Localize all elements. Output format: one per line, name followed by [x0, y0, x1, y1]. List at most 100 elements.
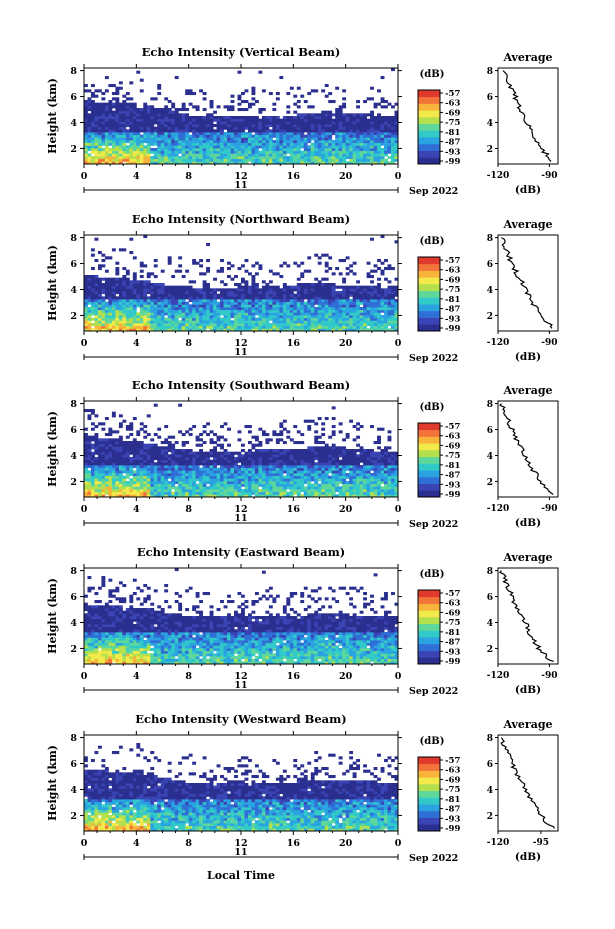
heat-cell [174, 116, 179, 120]
heat-cell [178, 494, 183, 498]
heat-cell [101, 309, 106, 313]
heat-cell [150, 129, 155, 133]
heat-cell [384, 148, 388, 152]
heat-cell [289, 320, 294, 324]
heat-cell [188, 304, 193, 308]
heat-cell [384, 132, 388, 136]
heat-cell [132, 291, 137, 295]
heat-cell [216, 494, 221, 498]
heat-cell [108, 441, 113, 445]
heat-cell [195, 134, 200, 138]
heat-cell [129, 307, 134, 311]
heat-cell [241, 121, 245, 125]
heat-cell [300, 137, 305, 141]
heat-cell [94, 459, 99, 463]
heat-cell [160, 299, 165, 303]
heat-cell [181, 328, 186, 332]
heat-cell [143, 315, 148, 319]
heat-cell [373, 301, 378, 305]
heat-cell [300, 158, 305, 162]
heat-cell [307, 304, 312, 308]
heat-cell [307, 293, 312, 297]
y-tick-label: 6 [70, 92, 77, 103]
heat-cell [118, 291, 123, 295]
heat-cell [258, 451, 263, 455]
heat-cell [178, 451, 183, 455]
heat-cell [296, 328, 301, 332]
heat-cell [143, 121, 148, 125]
heat-cell [160, 142, 165, 146]
heat-cell [303, 320, 308, 324]
heat-cell [296, 296, 301, 300]
heat-cell [227, 465, 231, 469]
heat-cell [115, 280, 120, 284]
heat-cell [206, 470, 210, 474]
heat-cell [282, 116, 287, 120]
heat-cell [101, 451, 106, 455]
heat-cell [122, 478, 127, 482]
heat-cell [359, 129, 364, 133]
heat-cell [153, 110, 158, 114]
heat-cell [321, 315, 326, 319]
heat-cell [185, 158, 190, 162]
heat-cell [352, 315, 357, 319]
heat-cell [387, 280, 392, 284]
heat-cell [216, 328, 221, 332]
heat-cell [101, 150, 106, 154]
heat-cell [118, 441, 123, 445]
heat-cell [125, 288, 130, 292]
heat-cell [338, 291, 343, 295]
heat-cell [174, 489, 179, 493]
heat-cell [209, 430, 214, 434]
heat-cell [174, 124, 179, 128]
heat-cell [230, 293, 235, 297]
heat-cell [108, 296, 113, 300]
heat-cell [188, 489, 193, 493]
heat-cell [97, 293, 102, 297]
heat-cell [122, 467, 127, 471]
heat-cell [213, 320, 217, 324]
heat-cell [108, 110, 113, 114]
heat-cell [139, 443, 144, 447]
heat-cell [146, 467, 151, 471]
heat-cell [150, 299, 155, 303]
heat-cell [181, 470, 186, 474]
heat-cell [195, 307, 200, 311]
heat-cell [300, 113, 305, 117]
heat-cell [160, 126, 165, 130]
heat-cell [241, 288, 245, 292]
heat-cell [356, 150, 361, 154]
heat-cell [150, 158, 155, 162]
heat-cell [153, 126, 158, 130]
heat-cell [254, 145, 259, 149]
heat-cell [118, 320, 123, 324]
heat-cell [328, 161, 333, 165]
heat-cell [174, 118, 179, 122]
heat-cell [356, 315, 361, 319]
heat-cell [223, 459, 228, 463]
heat-cell [373, 291, 378, 295]
heat-cell [244, 140, 249, 144]
heat-cell [394, 129, 399, 133]
heat-cell [160, 478, 165, 482]
heat-cell [251, 158, 256, 162]
heat-cell [366, 323, 371, 327]
heat-cell [384, 153, 388, 157]
heat-cell [342, 291, 347, 295]
heat-cell [185, 156, 190, 160]
heat-cell [129, 283, 134, 287]
heat-cell [167, 435, 172, 439]
heat-cell [118, 435, 123, 439]
heat-cell [101, 459, 106, 463]
heat-cell [241, 277, 245, 281]
heat-cell [202, 280, 207, 284]
heat-cell [241, 328, 245, 332]
heat-cell [139, 462, 144, 466]
heat-cell [122, 309, 127, 313]
heat-cell [384, 134, 388, 138]
heat-cell [265, 454, 270, 458]
heat-cell [251, 451, 256, 455]
heat-cell [97, 150, 102, 154]
heat-cell [345, 161, 350, 165]
heat-cell [331, 288, 336, 292]
